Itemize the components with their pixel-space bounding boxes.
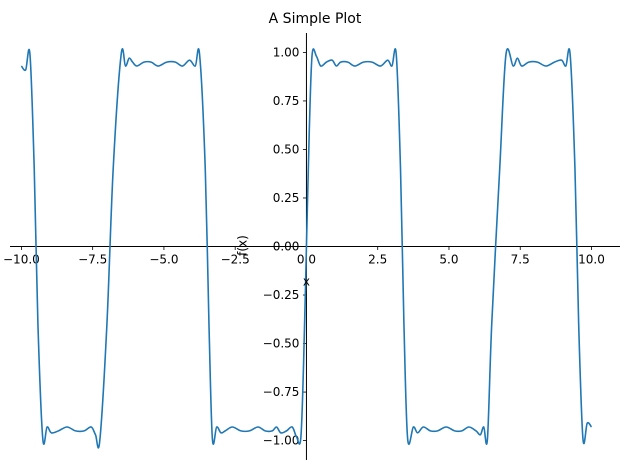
x-axis-label: x (303, 275, 310, 289)
y-tick-label: 0.00 (273, 240, 300, 254)
x-tick-label: −5.0 (149, 253, 178, 267)
y-tick-label: −0.75 (263, 385, 300, 399)
y-tick-label: 1.00 (273, 45, 300, 59)
y-tick-label: 0.50 (273, 142, 300, 156)
y-tick-label: 0.75 (273, 94, 300, 108)
y-tick-label: −1.00 (263, 434, 300, 448)
x-tick-label: 5.0 (439, 253, 458, 267)
x-tick-label: −10.0 (3, 253, 40, 267)
y-tick-label: −0.50 (263, 337, 300, 351)
y-tick-label: 0.25 (273, 191, 300, 205)
x-tick-label: 2.5 (368, 253, 387, 267)
series-group (20, 48, 593, 449)
x-tick-label: −7.5 (78, 253, 107, 267)
y-axis-label: f(x) (235, 235, 249, 256)
chart-title: A Simple Plot (269, 11, 362, 27)
x-tick-label: −2.5 (221, 253, 250, 267)
y-tick-label: −0.25 (263, 288, 300, 302)
x-tick-label: 7.5 (511, 253, 530, 267)
series-line (20, 48, 593, 449)
x-tick-label: 10.0 (578, 253, 605, 267)
x-ticks: −10.0 −7.5 −5.0 −2.5 0.0 2.5 5.0 7.5 10.0 (3, 246, 605, 267)
